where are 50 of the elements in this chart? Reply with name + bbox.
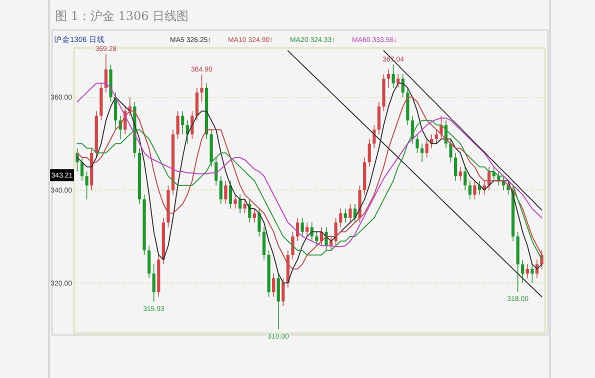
candlestick [272, 273, 276, 298]
chart-title: 图 1：沪金 1306 日线图 [55, 9, 189, 23]
candlestick [219, 176, 222, 204]
candlestick [306, 222, 309, 237]
candlestick [200, 74, 204, 102]
candlestick [473, 180, 476, 200]
candlestick [282, 278, 285, 306]
candlestick [85, 171, 88, 200]
candlestick [224, 180, 228, 204]
candlestick [440, 115, 443, 140]
candlestick [392, 64, 395, 88]
candlestick [344, 208, 347, 223]
candlestick [214, 157, 218, 186]
candlestick [76, 148, 79, 172]
candlestick [258, 208, 261, 237]
candlestick [148, 245, 151, 279]
candlestick [348, 204, 352, 223]
candlestick [104, 54, 108, 93]
candlestick [181, 110, 184, 135]
candlestick [420, 143, 424, 163]
candlestick [243, 198, 246, 214]
candlestick [339, 208, 342, 228]
candlestick [80, 157, 84, 182]
candlestick [468, 180, 472, 200]
candlestick [526, 264, 529, 279]
candlestick [368, 138, 371, 168]
candlestick [386, 68, 390, 88]
candlestick [228, 180, 232, 210]
candlestick [454, 152, 458, 182]
candlestick [377, 101, 380, 135]
candlestick [458, 166, 462, 182]
candlestick [530, 264, 534, 284]
candlestick [434, 129, 438, 144]
candlestick [176, 110, 180, 140]
candlestick [234, 194, 237, 210]
candlestick [262, 226, 266, 260]
candlestick [195, 88, 199, 121]
candlestick [291, 231, 294, 260]
candlestick [152, 264, 156, 302]
candlestick [449, 138, 452, 163]
candlestick [521, 259, 524, 284]
candlestick [252, 208, 256, 223]
candlestick [238, 194, 242, 214]
candlestick [416, 134, 419, 154]
candlestick [315, 231, 318, 246]
candlestick [464, 166, 467, 190]
candlestick [396, 74, 400, 88]
candlestick [276, 273, 280, 330]
candlestick [300, 217, 304, 237]
candlestick [425, 138, 428, 158]
